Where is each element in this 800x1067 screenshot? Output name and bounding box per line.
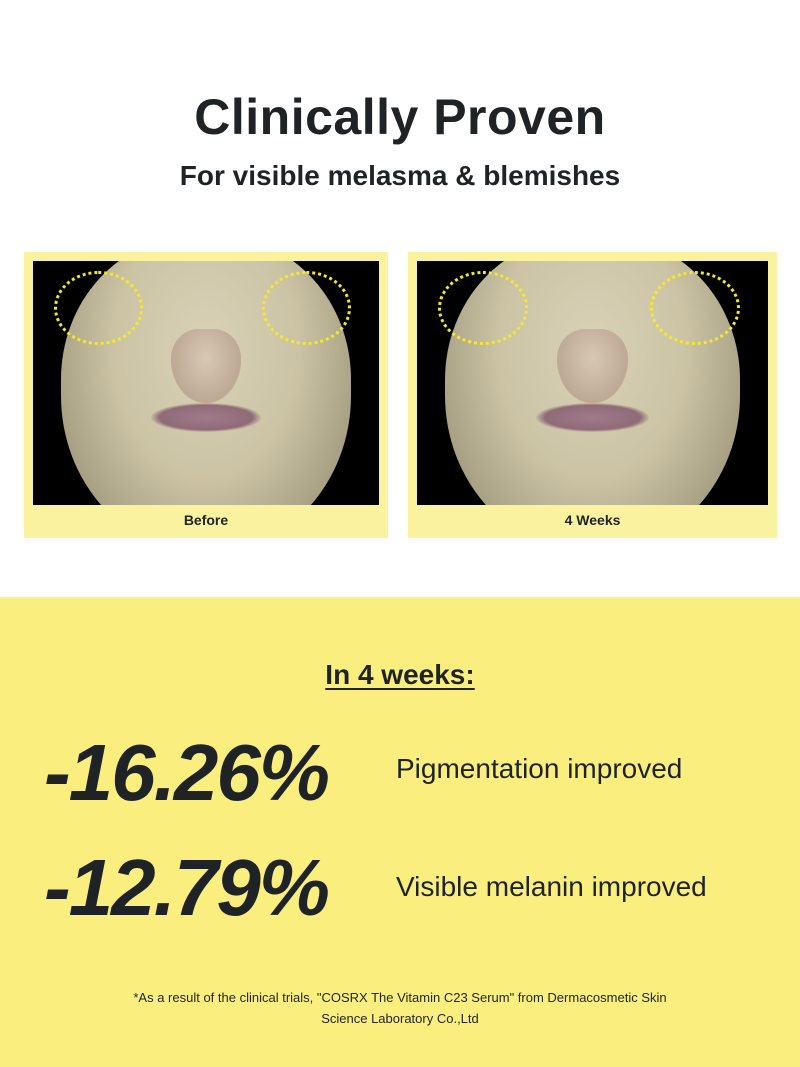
after-caption: 4 Weeks [564, 512, 621, 528]
highlight-circle-left [53, 270, 143, 346]
footnote: *As a result of the clinical trials, "CO… [0, 987, 800, 1029]
footnote-line-1: *As a result of the clinical trials, "CO… [133, 990, 667, 1005]
footnote-line-2: Science Laboratory Co.,Ltd [321, 1011, 479, 1026]
after-photo-card: 4 Weeks [408, 252, 777, 538]
before-photo-card: Before [24, 252, 388, 538]
stat-label-pigmentation: Pigmentation improved [396, 753, 683, 784]
highlight-circle-right [262, 270, 352, 346]
face-before-photo [33, 261, 379, 505]
page-title: Clinically Proven [194, 89, 606, 145]
page-subtitle: For visible melasma & blemishes [179, 160, 621, 191]
results-panel: In 4 weeks: -16.26% Pigmentation improve… [0, 597, 800, 1067]
face-after-photo [417, 261, 768, 505]
highlight-circle-right [649, 270, 740, 346]
stat-value-pigmentation: -16.26% [44, 728, 330, 817]
results-heading: In 4 weeks: [325, 659, 475, 690]
stat-label-melanin: Visible melanin improved [396, 871, 707, 902]
before-caption: Before [183, 512, 229, 528]
highlight-circle-left [438, 270, 529, 346]
stat-value-melanin: -12.79% [44, 843, 330, 932]
